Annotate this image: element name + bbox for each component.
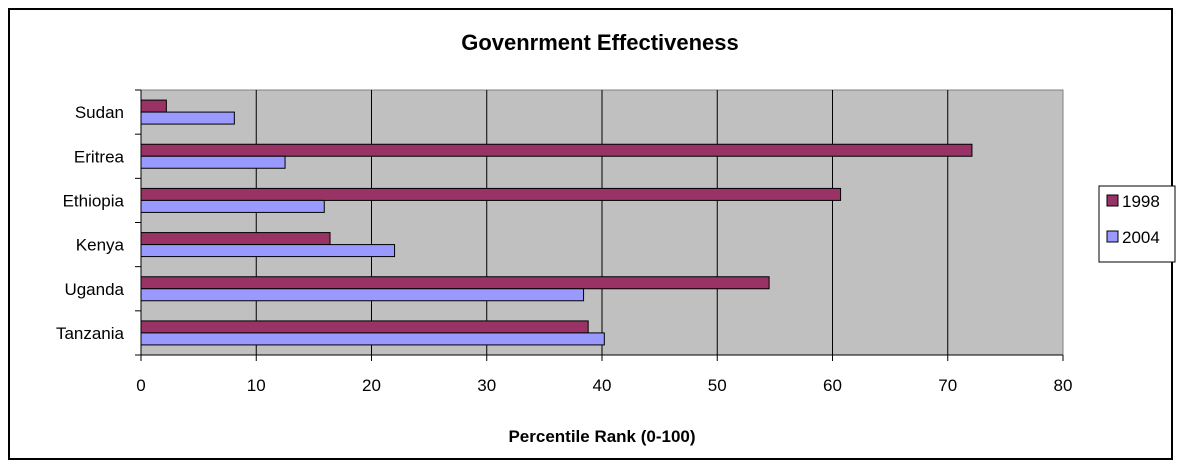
legend-label-2004: 2004 <box>1122 228 1160 247</box>
x-tick-label: 10 <box>247 376 266 395</box>
bar-2004-uganda <box>140 288 585 302</box>
x-tick-label: 50 <box>708 376 727 395</box>
x-tick-label: 60 <box>823 376 842 395</box>
bar-2004-sudan <box>140 111 235 125</box>
x-tick-label: 0 <box>136 376 145 395</box>
y-category-label: Tanzania <box>56 324 125 343</box>
bar-2004-eritrea <box>140 155 286 169</box>
legend-swatch-1998 <box>1106 194 1119 207</box>
x-tick-label: 20 <box>362 376 381 395</box>
x-tick-label: 30 <box>477 376 496 395</box>
bar-2004-tanzania <box>140 332 605 346</box>
bar-1998-ethiopia <box>140 187 842 201</box>
y-category-label: Ethiopia <box>63 191 125 210</box>
x-tick-label: 40 <box>593 376 612 395</box>
chart-title: Govenrment Effectiveness <box>461 30 739 55</box>
legend-label-1998: 1998 <box>1122 192 1160 211</box>
bar-1998-uganda <box>140 276 770 290</box>
y-category-label: Eritrea <box>74 147 125 166</box>
bar-1998-sudan <box>140 99 167 113</box>
x-tick-label: 80 <box>1054 376 1073 395</box>
y-category-label: Uganda <box>64 280 124 299</box>
bar-1998-kenya <box>140 232 331 246</box>
bar-2004-kenya <box>140 244 396 258</box>
y-category-label: Kenya <box>76 236 125 255</box>
y-category-label: Sudan <box>75 103 124 122</box>
x-tick-label: 70 <box>938 376 957 395</box>
bar-2004-ethiopia <box>140 199 325 213</box>
legend-swatch-2004 <box>1106 230 1119 243</box>
x-axis-title: Percentile Rank (0-100) <box>508 427 695 446</box>
bar-1998-tanzania <box>140 320 589 334</box>
bar-1998-eritrea <box>140 143 973 157</box>
